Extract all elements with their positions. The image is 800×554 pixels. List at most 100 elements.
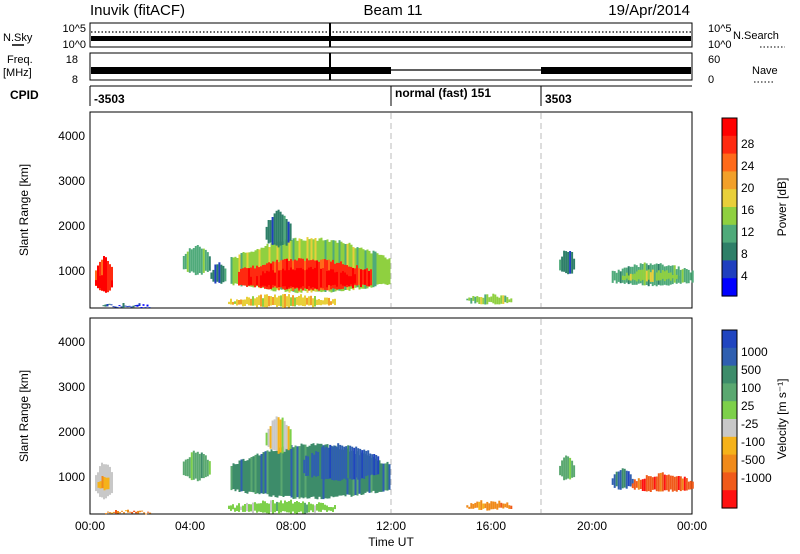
power-cell	[234, 256, 237, 284]
velocity-ytick: 4000	[58, 335, 85, 349]
velocity-cell	[635, 481, 638, 488]
velocity-cell	[478, 501, 481, 510]
power-cell	[330, 269, 332, 286]
power-cell	[286, 267, 288, 286]
power-cell	[196, 245, 199, 275]
power-cell	[635, 271, 638, 282]
power-cell	[649, 272, 652, 282]
power-cell	[334, 272, 336, 285]
power-cell	[342, 271, 344, 286]
power-cell	[647, 269, 650, 280]
velocity-cell	[105, 477, 108, 490]
noise-left-tick-bottom: 10^0	[62, 39, 86, 51]
velocity-cell	[685, 478, 688, 491]
velocity-cell	[242, 505, 244, 512]
power-cell	[306, 269, 308, 289]
power-cell	[370, 269, 372, 286]
power-cell	[631, 274, 634, 280]
power-cell	[102, 305, 105, 307]
power-cell	[334, 298, 336, 306]
power-data-layer	[95, 209, 694, 308]
velocity-cell	[234, 507, 236, 512]
velocity-cell	[365, 450, 368, 477]
power-cell	[653, 272, 656, 282]
power-yticks: 1000 2000 3000 4000	[58, 129, 85, 278]
velocity-cell	[504, 503, 507, 508]
velocity-cell	[330, 507, 332, 511]
velocity-cell	[328, 507, 330, 511]
power-cell	[279, 211, 282, 246]
power-cell	[214, 264, 217, 284]
power-cell	[252, 296, 254, 306]
velocity-cell	[329, 444, 332, 479]
velocity-cell	[260, 503, 262, 512]
velocity-cell	[270, 449, 273, 497]
power-cell	[346, 274, 348, 285]
power-colorbar-swatch	[722, 171, 737, 190]
velocity-cell	[99, 481, 102, 489]
noise-right-label: N.Search	[733, 30, 779, 42]
power-cell	[312, 298, 314, 308]
power-cell	[324, 271, 326, 287]
velocity-cell	[234, 464, 237, 492]
power-cell	[110, 304, 113, 306]
nave-label: Nave	[752, 65, 778, 77]
velocity-colorbar-swatch	[722, 330, 737, 349]
power-cell	[106, 304, 109, 307]
power-cell	[230, 298, 232, 305]
velocity-cell	[309, 455, 312, 475]
velocity-cell	[343, 446, 346, 479]
velocity-cell	[250, 457, 253, 492]
power-cell	[208, 256, 211, 271]
velocity-cell	[296, 501, 298, 514]
power-cell	[200, 248, 203, 275]
power-cell	[104, 304, 107, 307]
power-cell	[134, 305, 137, 307]
velocity-cell	[313, 454, 316, 476]
power-cell	[236, 299, 238, 306]
power-cell	[310, 295, 312, 306]
velocity-cell	[569, 457, 572, 480]
velocity-cell	[282, 446, 285, 497]
velocity-cell	[490, 501, 493, 510]
power-cell	[478, 297, 481, 304]
power-cell	[476, 296, 479, 303]
velocity-cell	[228, 505, 230, 509]
power-cell	[292, 269, 294, 288]
power-cell	[130, 306, 133, 308]
velocity-colorbar-swatch	[722, 347, 737, 367]
power-cell	[146, 304, 149, 307]
power-cell	[244, 299, 246, 306]
power-cell	[623, 267, 626, 284]
power-cell	[504, 295, 507, 303]
power-cell	[236, 258, 239, 284]
power-cell	[374, 251, 377, 287]
velocity-cell	[367, 450, 370, 476]
power-cell	[508, 299, 511, 303]
power-cell	[380, 254, 383, 285]
velocity-colorbar-swatch	[722, 436, 737, 456]
power-cell	[310, 266, 312, 288]
power-cell	[280, 295, 282, 307]
power-cell	[148, 307, 151, 308]
velocity-cell	[206, 459, 209, 477]
velocity-cell	[287, 426, 290, 451]
freq-label: Freq.	[7, 54, 33, 66]
velocity-cell	[679, 476, 682, 492]
velocity-cell	[192, 450, 195, 480]
velocity-cell	[308, 502, 310, 513]
power-cell	[284, 270, 286, 287]
velocity-cell	[111, 512, 113, 514]
velocity-cell	[105, 513, 107, 515]
velocity-cell	[337, 443, 340, 481]
cpid-annotation-3: 3503	[545, 92, 572, 106]
power-cell	[285, 219, 288, 246]
power-cell	[266, 294, 268, 308]
power-cell	[270, 272, 272, 286]
velocity-cbar-level: 100	[741, 381, 761, 395]
velocity-cell	[133, 510, 136, 512]
power-cell	[358, 268, 360, 285]
power-cell	[302, 269, 304, 287]
power-cell	[186, 251, 189, 272]
power-cell	[248, 268, 250, 286]
